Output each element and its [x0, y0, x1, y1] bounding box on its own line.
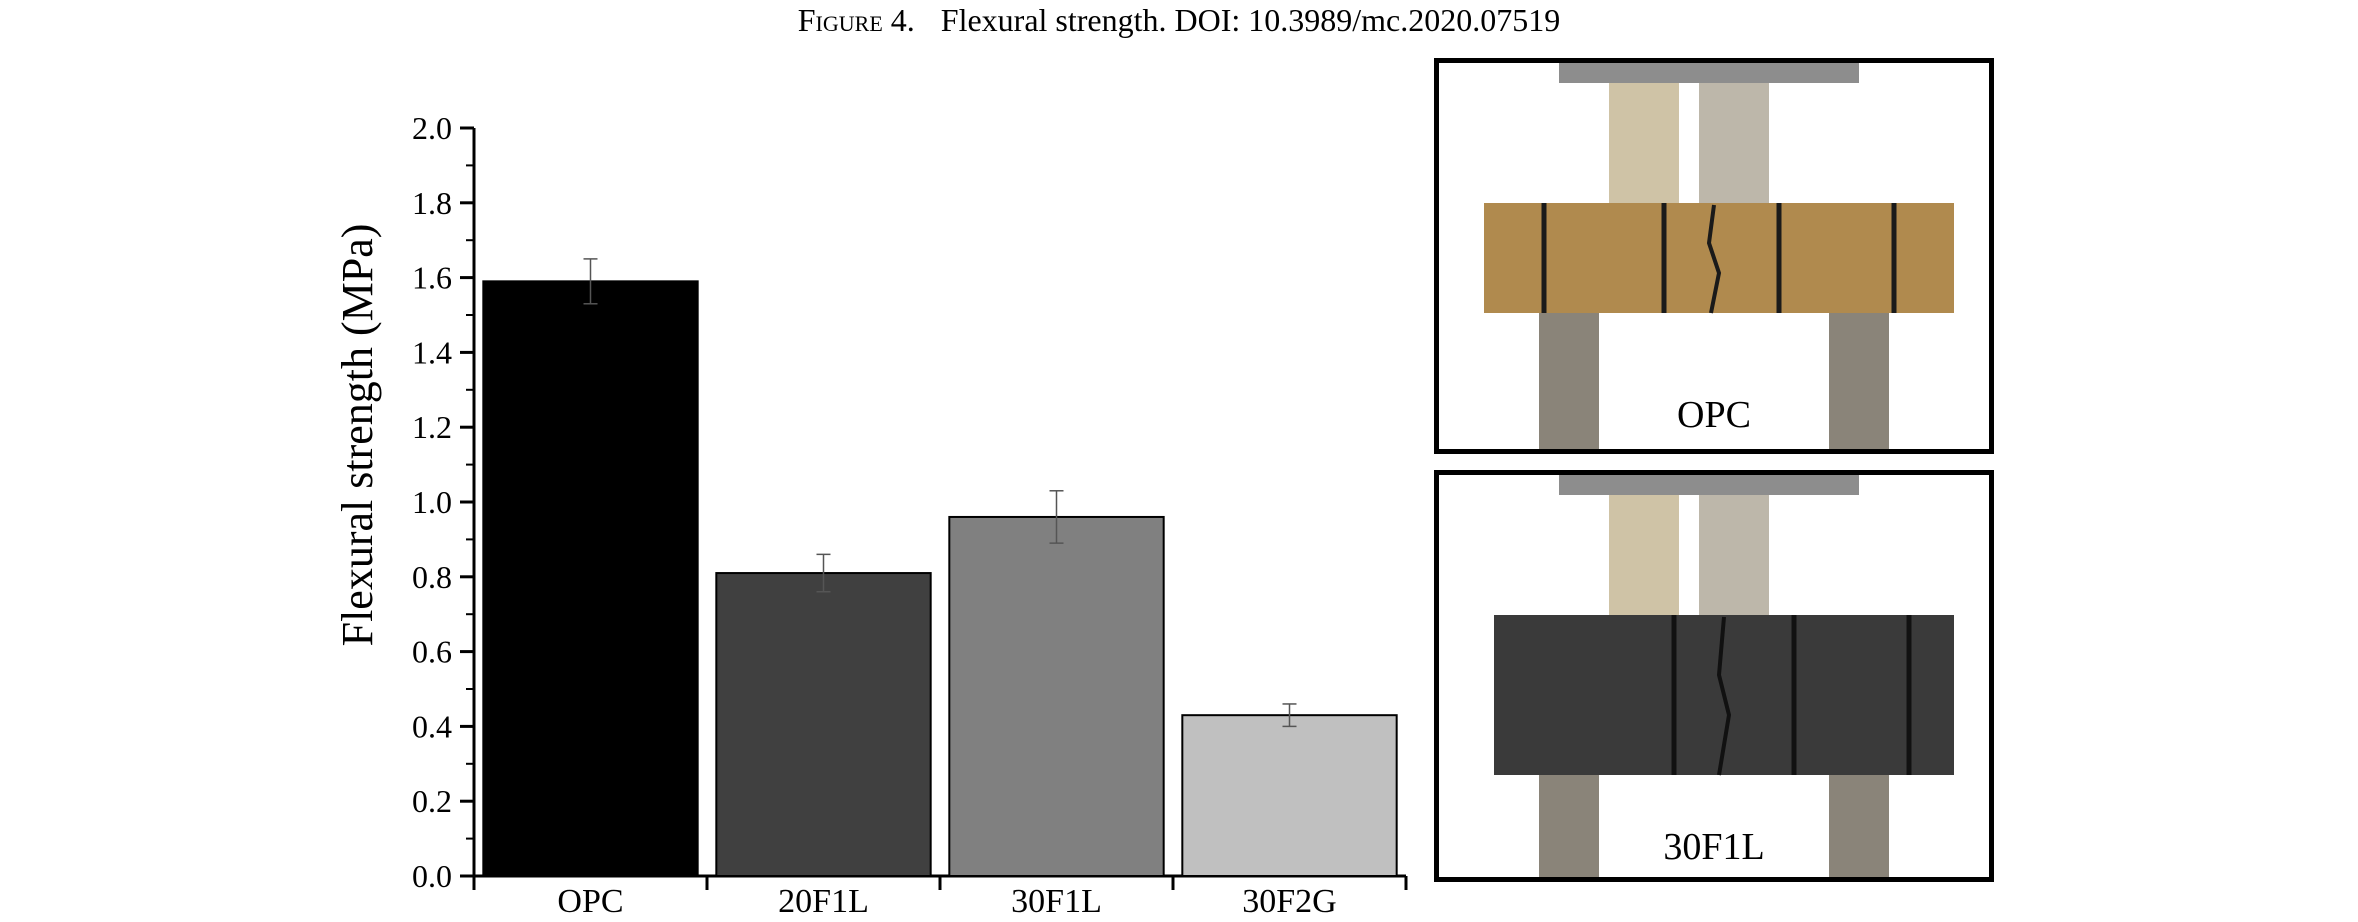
y-tick-label: 0.2	[412, 783, 452, 819]
caption-text: Flexural strength. DOI: 10.3989/mc.2020.…	[940, 2, 1561, 38]
figure-number: Figure 4.	[797, 2, 915, 38]
y-tick-label: 0.4	[412, 708, 452, 744]
y-tick-label: 1.2	[412, 409, 452, 445]
photo-label-30f1l: 30F1L	[1663, 826, 1765, 868]
photo-label-opc: OPC	[1677, 394, 1751, 436]
x-tick-label-20f1l: 20F1L	[778, 883, 869, 920]
y-tick-label: 0.0	[412, 858, 452, 894]
chart-axes: 0.0 0.2 0.4 0.6 0.8 1.0 1.2 1.4 1.6 1.8 2.0 OPC 20F1…	[412, 110, 1408, 920]
figure-caption: Figure 4. Flexural strength. DOI: 10.3989…	[0, 0, 2358, 44]
bar-opc	[482, 280, 699, 877]
bar-30f1l	[948, 515, 1165, 877]
x-tick-label-30f1l: 30F1L	[1011, 883, 1102, 920]
y-axis-label: Flexural strength (MPa)	[333, 224, 382, 647]
y-tick-label: 1.6	[412, 260, 452, 296]
x-tick-label-30f2g: 30F2G	[1242, 883, 1336, 920]
bar-20f1l	[715, 572, 932, 877]
photo-30f1l-specimen: 30F1L	[1434, 470, 1994, 882]
chart-bars	[482, 258, 1398, 877]
y-tick-label: 0.8	[412, 559, 452, 595]
y-tick-label: 1.4	[412, 334, 452, 370]
opc-specimen-image	[1484, 63, 1954, 449]
x-tick-label-opc: OPC	[557, 883, 623, 920]
y-tick-label: 1.8	[412, 185, 452, 221]
y-tick-label: 1.0	[412, 484, 452, 520]
bar-30f2g	[1181, 714, 1398, 877]
opc-specimen-beam	[1484, 203, 1954, 313]
bar-chart: 0.0 0.2 0.4 0.6 0.8 1.0 1.2 1.4 1.6 1.8 2.0 OPC 20F1…	[333, 110, 1408, 920]
photo-opc-specimen: OPC	[1434, 58, 1994, 454]
30f1l-specimen-image	[1494, 475, 1954, 877]
y-tick-label: 2.0	[412, 110, 452, 146]
y-tick-label: 0.6	[412, 634, 452, 670]
